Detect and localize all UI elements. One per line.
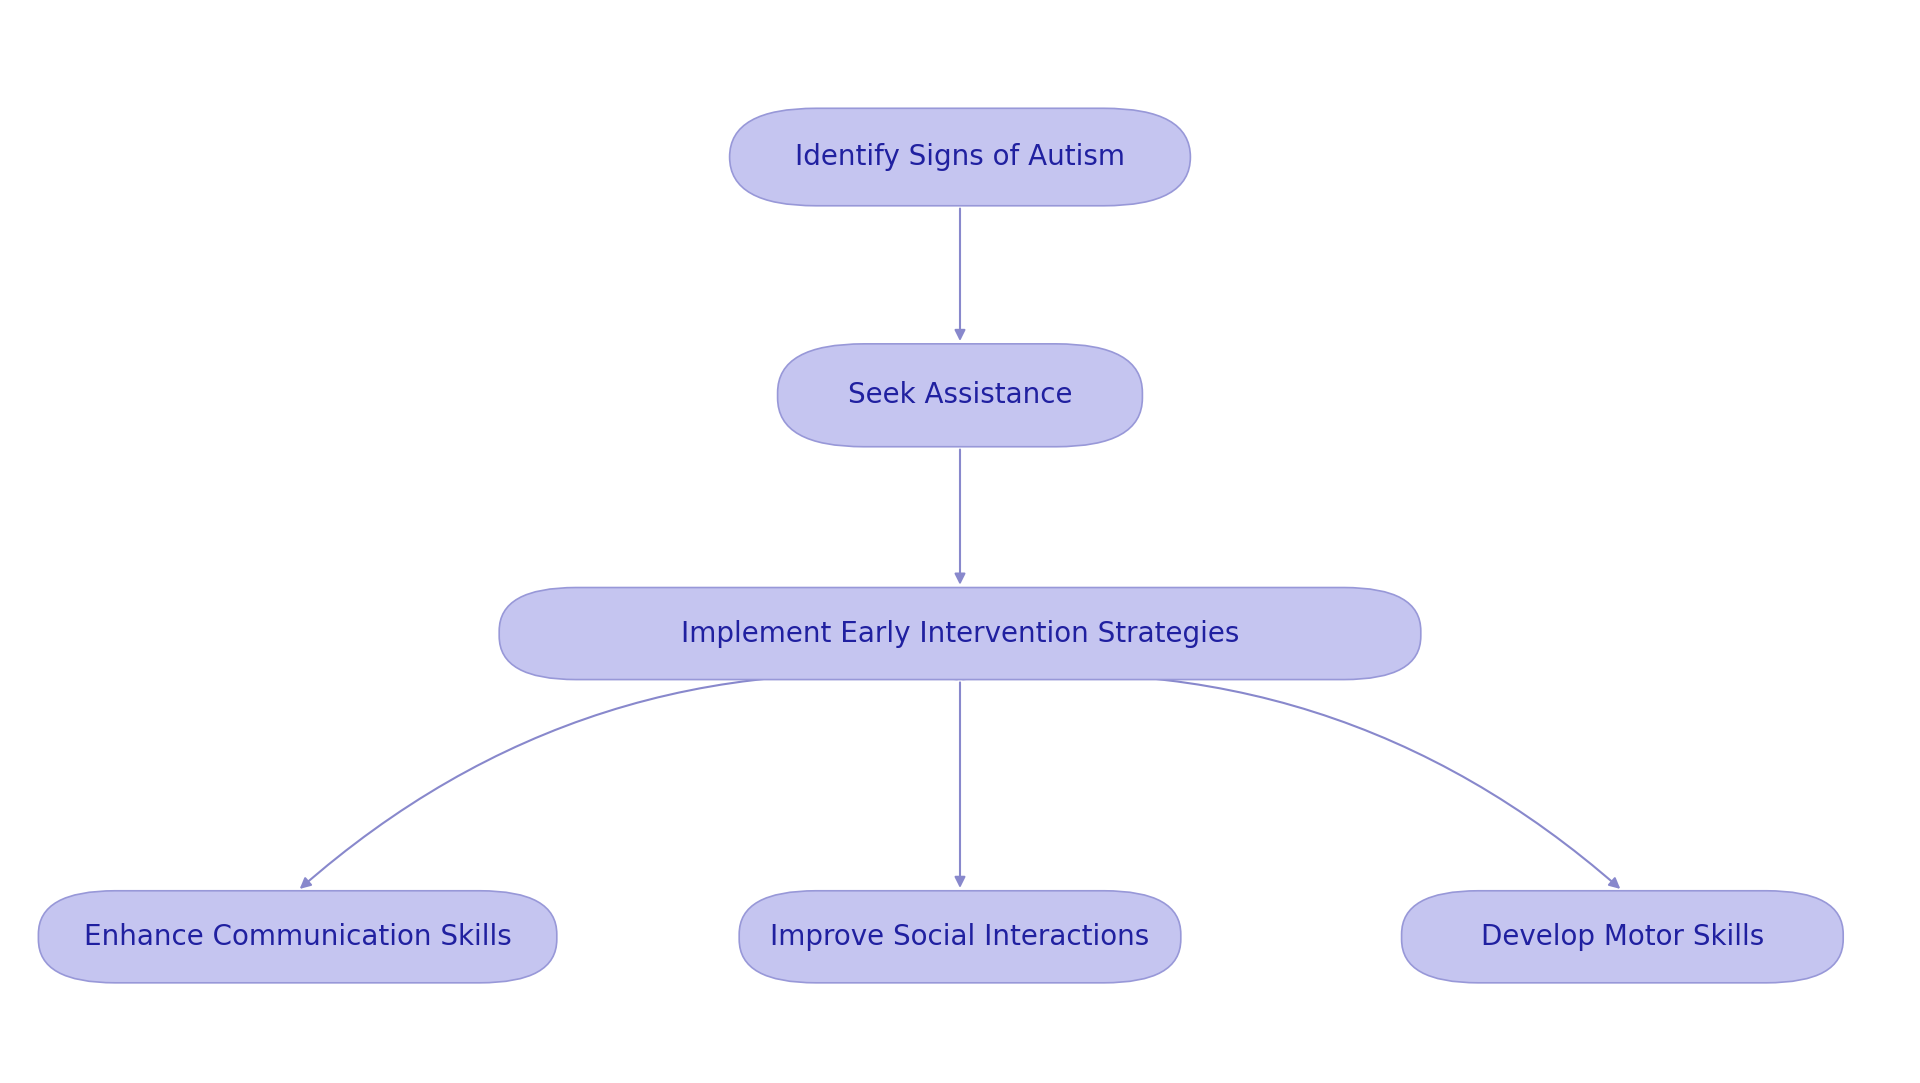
FancyBboxPatch shape: [730, 108, 1190, 206]
FancyBboxPatch shape: [1402, 890, 1843, 983]
Text: Develop Motor Skills: Develop Motor Skills: [1480, 923, 1764, 951]
Text: Enhance Communication Skills: Enhance Communication Skills: [84, 923, 511, 951]
Text: Seek Assistance: Seek Assistance: [849, 381, 1071, 409]
FancyArrowPatch shape: [301, 674, 958, 887]
FancyBboxPatch shape: [38, 890, 557, 983]
Text: Implement Early Intervention Strategies: Implement Early Intervention Strategies: [682, 619, 1238, 648]
FancyArrowPatch shape: [962, 674, 1619, 887]
FancyBboxPatch shape: [778, 344, 1142, 446]
FancyBboxPatch shape: [499, 587, 1421, 680]
Text: Improve Social Interactions: Improve Social Interactions: [770, 923, 1150, 951]
Text: Identify Signs of Autism: Identify Signs of Autism: [795, 143, 1125, 171]
FancyBboxPatch shape: [739, 890, 1181, 983]
